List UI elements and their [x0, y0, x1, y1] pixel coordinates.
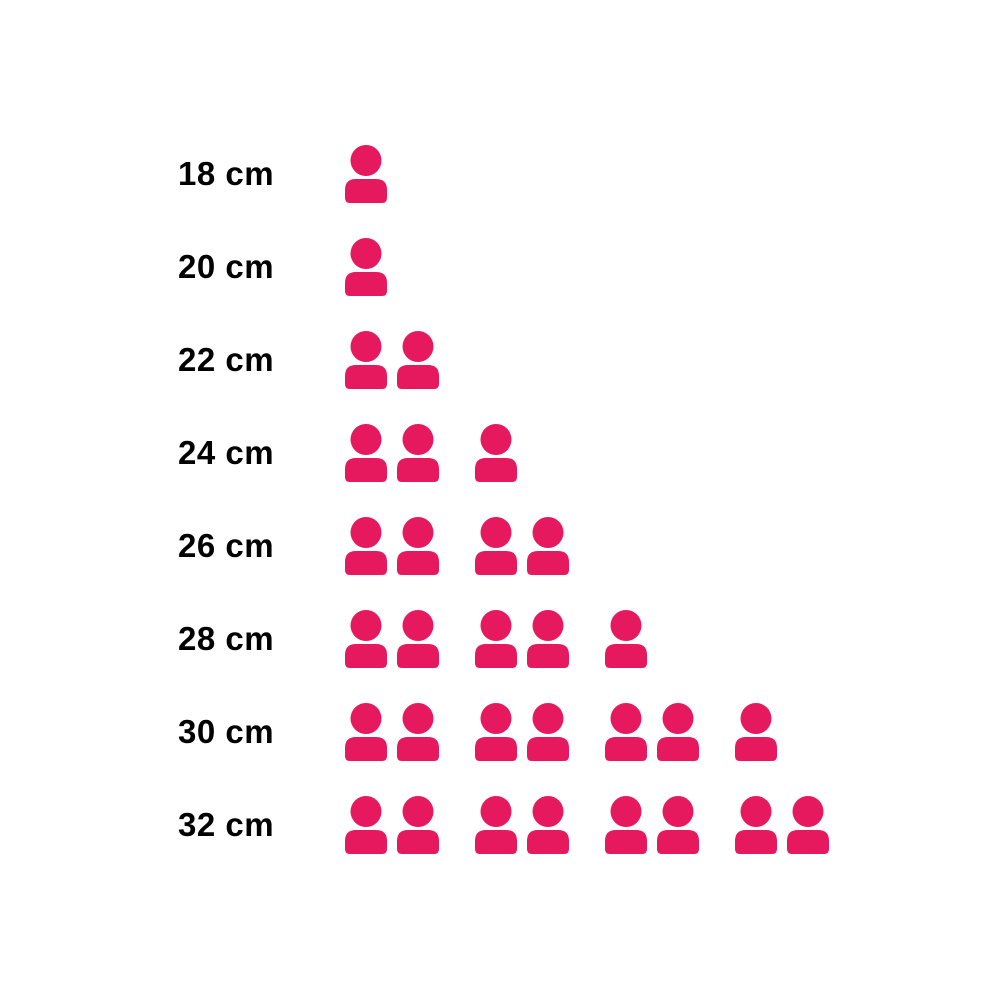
row-label: 30 cm	[178, 712, 275, 750]
row-label: 28 cm	[178, 619, 275, 657]
pictogram-row: 26 cm	[178, 499, 1000, 592]
person-icon	[395, 702, 441, 761]
pictogram-row: 30 cm	[178, 685, 1000, 778]
person-icon	[525, 795, 571, 854]
row-icons	[343, 330, 441, 389]
row-icons	[343, 516, 571, 575]
person-icon	[655, 702, 701, 761]
pictogram-row: 28 cm	[178, 592, 1000, 685]
person-icon	[525, 609, 571, 668]
person-icon	[343, 330, 389, 389]
person-icon	[525, 516, 571, 575]
person-icon	[343, 795, 389, 854]
row-icons	[343, 237, 389, 296]
person-icon	[343, 144, 389, 203]
person-icon	[395, 795, 441, 854]
person-icon	[343, 237, 389, 296]
person-icon	[785, 795, 831, 854]
pictogram-row: 24 cm	[178, 406, 1000, 499]
pictogram-chart: 18 cm 20 cm 22 cm 24 cm 26 cm	[178, 127, 1000, 871]
person-icon	[733, 795, 779, 854]
person-icon	[473, 609, 519, 668]
person-icon	[603, 795, 649, 854]
row-icons	[343, 423, 519, 482]
row-icons	[343, 144, 389, 203]
row-icons	[343, 795, 831, 854]
person-icon	[603, 702, 649, 761]
pictogram-row: 32 cm	[178, 778, 1000, 871]
row-label: 18 cm	[178, 154, 275, 192]
row-icons	[343, 702, 779, 761]
person-icon	[603, 609, 649, 668]
row-label: 24 cm	[178, 433, 275, 471]
person-icon	[473, 795, 519, 854]
person-icon	[733, 702, 779, 761]
row-label: 32 cm	[178, 805, 275, 843]
person-icon	[395, 516, 441, 575]
person-icon	[473, 423, 519, 482]
row-icons	[343, 609, 649, 668]
person-icon	[473, 702, 519, 761]
person-icon	[343, 516, 389, 575]
person-icon	[395, 609, 441, 668]
person-icon	[395, 330, 441, 389]
person-icon	[395, 423, 441, 482]
row-label: 20 cm	[178, 247, 275, 285]
row-label: 22 cm	[178, 340, 275, 378]
person-icon	[343, 609, 389, 668]
person-icon	[343, 423, 389, 482]
person-icon	[525, 702, 571, 761]
row-label: 26 cm	[178, 526, 275, 564]
pictogram-row: 22 cm	[178, 313, 1000, 406]
person-icon	[343, 702, 389, 761]
person-icon	[655, 795, 701, 854]
person-icon	[473, 516, 519, 575]
pictogram-row: 20 cm	[178, 220, 1000, 313]
pictogram-row: 18 cm	[178, 127, 1000, 220]
